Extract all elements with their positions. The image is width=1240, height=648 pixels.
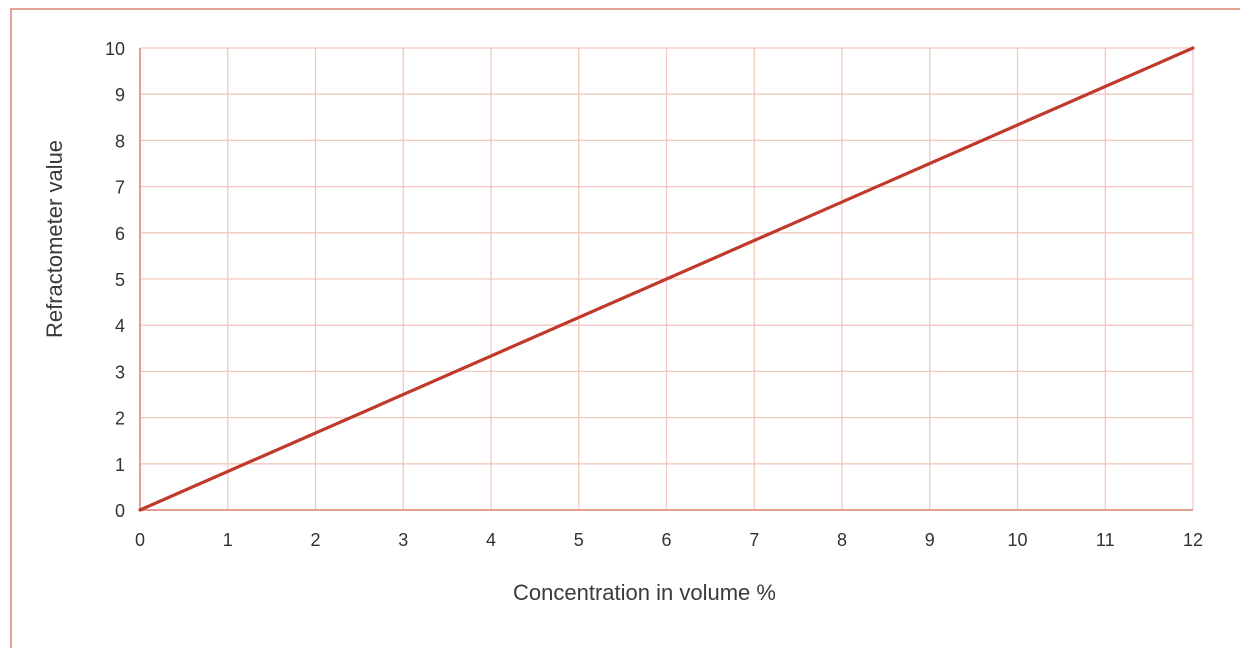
x-tick-label: 9 xyxy=(925,530,935,550)
y-tick-label: 0 xyxy=(115,501,125,521)
x-tick-label: 12 xyxy=(1183,530,1203,550)
x-tick-label: 7 xyxy=(749,530,759,550)
y-tick-label: 9 xyxy=(115,85,125,105)
x-tick-label: 0 xyxy=(135,530,145,550)
y-tick-label: 7 xyxy=(115,178,125,198)
series-line xyxy=(138,46,1195,512)
x-tick-label: 11 xyxy=(1096,530,1115,550)
y-tick-label: 10 xyxy=(105,39,125,59)
y-axis-ticks: 0 1 2 3 4 5 6 7 8 9 10 xyxy=(105,39,125,521)
chart-frame xyxy=(10,8,1240,648)
y-tick-label: 6 xyxy=(115,224,125,244)
y-tick-label: 3 xyxy=(115,362,125,382)
x-axis-ticks: 0 1 2 3 4 5 6 7 8 9 10 11 12 xyxy=(135,530,1203,550)
x-tick-label: 1 xyxy=(223,530,233,550)
y-tick-label: 8 xyxy=(115,131,125,151)
y-tick-label: 1 xyxy=(115,455,125,475)
y-tick-label: 4 xyxy=(115,316,125,336)
x-tick-label: 4 xyxy=(486,530,496,550)
x-tick-label: 6 xyxy=(661,530,671,550)
x-tick-label: 10 xyxy=(1007,530,1027,550)
x-tick-label: 3 xyxy=(398,530,408,550)
x-axis-label: Concentration in volume % xyxy=(513,580,776,605)
series-layer xyxy=(138,46,1195,512)
x-tick-label: 8 xyxy=(837,530,847,550)
y-tick-label: 5 xyxy=(115,270,125,290)
axes xyxy=(139,48,1193,511)
x-tick-label: 2 xyxy=(310,530,320,550)
y-tick-label: 2 xyxy=(115,409,125,429)
y-axis-label: Refractometer value xyxy=(42,140,67,338)
x-tick-label: 5 xyxy=(574,530,584,550)
